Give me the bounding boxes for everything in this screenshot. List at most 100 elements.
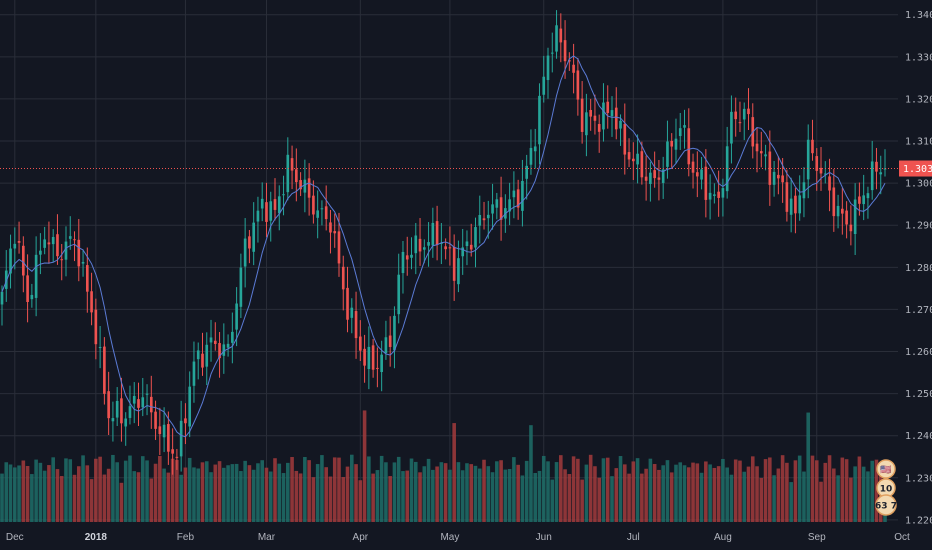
volume-bar [520, 475, 525, 522]
volume-bar [712, 467, 717, 522]
volume-bar [362, 410, 367, 522]
candle-body [295, 169, 298, 183]
volume-bar [742, 471, 747, 522]
volume-bar [51, 457, 55, 522]
volume-bar [644, 468, 648, 522]
volume-bar [119, 482, 124, 522]
volume-bar [375, 470, 380, 522]
volume-bar [793, 460, 798, 522]
volume-bar [686, 467, 691, 522]
candle-body [755, 143, 759, 152]
candle-body [785, 182, 789, 212]
volume-bar [635, 458, 640, 522]
candle-body [576, 70, 580, 100]
last-price-badge [899, 160, 932, 177]
volume-bar [409, 458, 414, 522]
volume-bar [175, 460, 179, 522]
candle-body [798, 195, 802, 214]
volume-bar [559, 455, 563, 522]
candle-body [34, 254, 38, 298]
candle-body [4, 270, 8, 289]
volume-bar [413, 461, 418, 522]
candle-body [879, 172, 883, 175]
counter-badge-text: 63 7 [875, 502, 897, 512]
candle-body [841, 208, 844, 214]
candle-body [725, 146, 729, 192]
volume-bar [123, 460, 128, 522]
time-axis[interactable]: Dec 2018 Feb Mar Apr May Jun Jul Aug Sep Oct [6, 532, 910, 543]
candle-body [128, 406, 132, 418]
candle-body [51, 237, 55, 245]
volume-bar [832, 468, 836, 522]
volume-bar [853, 466, 857, 522]
candle-body [188, 386, 192, 427]
volume-bar [857, 456, 862, 522]
volume-bar [94, 458, 98, 522]
candle-body [73, 239, 76, 241]
candle-body [491, 204, 494, 214]
volume-bar [823, 462, 828, 522]
volume-bar [294, 470, 299, 522]
volume-bar [618, 456, 623, 522]
candle-body [832, 187, 836, 217]
time-tick-label: 2018 [85, 532, 108, 543]
volume-bar [541, 455, 546, 522]
candle-body [508, 199, 511, 212]
candle-body [85, 265, 89, 292]
price-tick-label: 1.27000 [905, 305, 932, 316]
candle-body [836, 205, 840, 217]
volume-bar [303, 457, 307, 522]
volume-bar [554, 462, 559, 522]
candle-body [845, 210, 848, 225]
volume-bar [836, 475, 840, 522]
candle-body [273, 199, 277, 210]
volume-bar [576, 458, 580, 522]
volume-bar [699, 472, 704, 522]
volume-bar [341, 477, 346, 522]
candle-body [644, 176, 648, 181]
candle-body [103, 346, 106, 394]
volume-bar [256, 463, 260, 522]
volume-bar [849, 477, 853, 522]
price-tick-label: 1.30000 [905, 179, 932, 190]
candle-body [141, 397, 145, 408]
volume-bar [145, 460, 149, 522]
volume-bar [473, 465, 478, 522]
volume-bar [187, 457, 192, 522]
candle-body [555, 25, 558, 52]
volume-bar [68, 459, 73, 522]
time-tick-label: Sep [808, 532, 826, 543]
flag-badge-text: 🇺🇸 [880, 465, 891, 476]
time-tick-label: Aug [714, 532, 732, 543]
volume-bar [379, 455, 384, 522]
candle-body [410, 254, 413, 258]
candle-body [713, 194, 716, 196]
candle-body [418, 238, 422, 252]
candle-body [26, 275, 29, 302]
price-axis[interactable]: 1.34000 1.33000 1.32000 1.31000 1.30000 1.290… [898, 0, 932, 550]
time-tick-label: Feb [177, 532, 195, 543]
candle-body [452, 246, 456, 281]
volume-bar [251, 469, 256, 522]
candle-body [580, 98, 584, 132]
candle-body [870, 161, 874, 191]
volume-bar [358, 480, 363, 522]
volume-bar [345, 466, 350, 522]
volume-bar [162, 468, 166, 522]
candle-body [811, 139, 814, 154]
volume-bar [580, 479, 584, 522]
volume-bar [768, 457, 772, 522]
volume-bar [499, 460, 503, 522]
candle-body [691, 161, 695, 173]
volume-bar [418, 472, 422, 522]
volume-bar [290, 457, 294, 522]
indicator-badges[interactable]: 🇺🇸 10 63 7 [875, 459, 897, 516]
volume-bar [682, 465, 687, 522]
candle-body [205, 344, 209, 367]
candle-body [482, 218, 486, 221]
volume-bar [0, 473, 4, 522]
volume-bar [396, 456, 401, 522]
volume-bar [4, 462, 9, 522]
price-tick-label: 1.34000 [905, 10, 932, 21]
